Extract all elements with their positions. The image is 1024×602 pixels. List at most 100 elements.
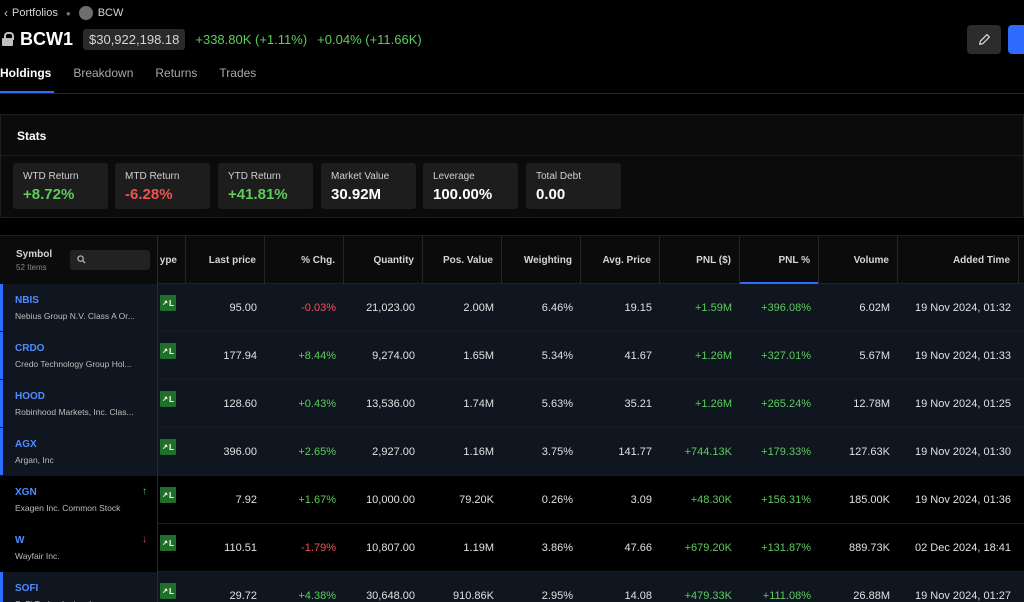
edit-button[interactable] <box>967 25 1001 54</box>
stat-value: 30.92M <box>331 186 382 203</box>
company-name: Wayfair Inc. <box>15 551 60 561</box>
type-label: L <box>168 442 174 452</box>
stat-card-leverage: Leverage 100.00% <box>423 163 518 209</box>
cell-pnl-pct: +396.08% <box>761 302 811 314</box>
ticker-link[interactable]: AGX <box>15 439 37 450</box>
column-header-last-price[interactable]: Last price <box>186 236 265 284</box>
cell-quantity: 10,807.00 <box>366 542 415 554</box>
column-header-pnl[interactable]: PNL ($) <box>660 236 740 284</box>
cell-pos-value: 1.74M <box>463 398 494 410</box>
table-row[interactable]: 7.92 +1.67% 10,000.00 79.20K 0.26% 3.09 +48.30… <box>0 476 1024 524</box>
cell-avg-price: 41.67 <box>624 350 652 362</box>
cell-pct-chg: +0.43% <box>298 398 336 410</box>
ticker-link[interactable]: CRDO <box>15 343 45 354</box>
table-row[interactable]: 110.51 -1.79% 10,807.00 1.19M 3.86% 47.66 +679… <box>0 524 1024 572</box>
column-header-added-time[interactable]: Added Time <box>898 236 1019 284</box>
column-header-type[interactable]: ype <box>158 236 186 284</box>
ticker-link[interactable]: SOFI <box>15 583 39 594</box>
symbol-cell[interactable]: SOFI SoFi Technologies, Inc. <box>0 572 158 602</box>
type-label: L <box>168 394 174 404</box>
cell-pnl: +479.33K <box>684 590 732 602</box>
symbol-cell[interactable]: NBIS Nebius Group N.V. Class A Or... <box>0 284 158 332</box>
trend-icon: ↗ <box>162 300 168 307</box>
column-header-avg-price[interactable]: Avg. Price <box>581 236 660 284</box>
cell-volume: 5.67M <box>859 350 890 362</box>
cell-pnl: +1.59M <box>695 302 732 314</box>
type-badge: ↗ L <box>160 439 176 455</box>
symbol-cell[interactable]: W Wayfair Inc. ↓ <box>0 524 158 572</box>
column-header-volume[interactable]: Volume <box>819 236 898 284</box>
table-row[interactable]: 29.72 +4.38% 30,648.00 910.86K 2.95% 14.08 +47… <box>0 572 1024 602</box>
tab-bar: Holdings Breakdown Returns Trades <box>0 66 278 94</box>
stat-label: Leverage <box>433 171 475 182</box>
cell-pct-chg: +2.65% <box>298 446 336 458</box>
column-header-pnl-pct[interactable]: PNL % <box>740 236 819 284</box>
tab-trades[interactable]: Trades <box>219 66 257 80</box>
symbol-cell[interactable]: AGX Argan, Inc <box>0 428 158 476</box>
pencil-icon <box>978 33 990 46</box>
symbol-cell[interactable]: XGN Exagen Inc. Common Stock ↑ <box>0 476 158 524</box>
add-button[interactable] <box>1008 25 1024 54</box>
column-header-pos-value[interactable]: Pos. Value <box>423 236 502 284</box>
cell-avg-price: 14.08 <box>624 590 652 602</box>
column-header-weighting[interactable]: Weighting <box>502 236 581 284</box>
cell-pnl: +679.20K <box>684 542 732 554</box>
type-badge: ↗ L <box>160 391 176 407</box>
cell-volume: 12.78M <box>853 398 890 410</box>
symbol-search-input[interactable] <box>70 250 150 270</box>
ticker-link[interactable]: W <box>15 535 25 546</box>
cell-pos-value: 1.19M <box>463 542 494 554</box>
cell-pos-value: 910.86K <box>453 590 494 602</box>
row-highlight-bar <box>0 572 3 602</box>
cell-added-time: 19 Nov 2024, 01:36 <box>914 494 1011 506</box>
column-header-pct-chg[interactable]: % Chg. <box>265 236 344 284</box>
table-row[interactable]: 177.94 +8.44% 9,274.00 1.65M 5.34% 41.67 +1.26… <box>0 332 1024 380</box>
cell-pct-chg: +8.44% <box>298 350 336 362</box>
arrow-down-icon: ↓ <box>142 534 147 545</box>
cell-last-price: 95.00 <box>229 302 257 314</box>
tab-returns[interactable]: Returns <box>155 66 198 80</box>
type-badge: ↗ L <box>160 487 176 503</box>
breadcrumb-portfolios-link[interactable]: Portfolios <box>12 7 58 19</box>
trend-icon: ↗ <box>162 492 168 499</box>
company-name: SoFi Technologies, Inc. <box>15 599 151 602</box>
row-highlight-bar <box>0 428 3 475</box>
portfolio-name: BCW1 <box>20 28 73 49</box>
trend-icon: ↗ <box>162 396 168 403</box>
table-row[interactable]: 396.00 +2.65% 2,927.00 1.16M 3.75% 141.77 +744… <box>0 428 1024 476</box>
tab-breakdown[interactable]: Breakdown <box>73 66 134 80</box>
ticker-link[interactable]: XGN <box>15 487 37 498</box>
company-name: Exagen Inc. Common Stock <box>15 503 121 513</box>
cell-quantity: 13,536.00 <box>366 398 415 410</box>
tab-holdings[interactable]: Holdings <box>0 66 55 94</box>
table-row[interactable]: 95.00 -0.03% 21,023.00 2.00M 6.46% 19.15 +1.59… <box>0 284 1024 332</box>
column-header-quantity[interactable]: Quantity <box>344 236 423 284</box>
table-row[interactable]: 128.60 +0.43% 13,536.00 1.74M 5.63% 35.21 +1.2… <box>0 380 1024 428</box>
cell-pnl: +1.26M <box>695 350 732 362</box>
cell-added-time: 19 Nov 2024, 01:30 <box>914 446 1011 458</box>
cell-last-price: 29.72 <box>229 590 257 602</box>
cell-last-price: 396.00 <box>223 446 257 458</box>
cell-pos-value: 2.00M <box>463 302 494 314</box>
type-label: L <box>168 490 174 500</box>
cell-quantity: 9,274.00 <box>372 350 415 362</box>
trend-icon: ↗ <box>162 540 168 547</box>
cell-pos-value: 1.65M <box>463 350 494 362</box>
stat-label: WTD Return <box>23 171 79 182</box>
ticker-link[interactable]: HOOD <box>15 391 45 402</box>
chevron-left-icon[interactable]: ‹ <box>4 6 8 20</box>
trend-icon: ↗ <box>162 348 168 355</box>
symbol-cell[interactable]: CRDO Credo Technology Group Hol... <box>0 332 158 380</box>
cell-pct-chg: +4.38% <box>298 590 336 602</box>
cell-volume: 127.63K <box>849 446 890 458</box>
ticker-link[interactable]: NBIS <box>15 295 39 306</box>
company-name: Nebius Group N.V. Class A Or... <box>15 311 135 321</box>
symbol-header-title[interactable]: Symbol <box>16 249 53 260</box>
cell-avg-price: 47.66 <box>624 542 652 554</box>
trend-icon: ↗ <box>162 444 168 451</box>
cell-pct-chg: -0.03% <box>301 302 336 314</box>
symbol-cell[interactable]: HOOD Robinhood Markets, Inc. Clas... <box>0 380 158 428</box>
type-badge: ↗ L <box>160 583 176 599</box>
cell-weighting: 5.63% <box>541 398 573 410</box>
cell-weighting: 3.75% <box>541 446 573 458</box>
